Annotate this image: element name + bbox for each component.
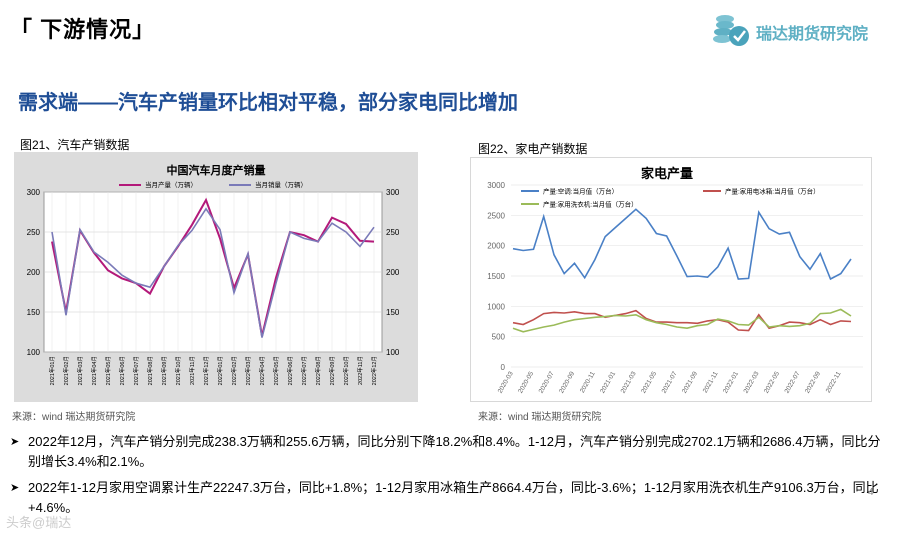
x-tick-label: 2022年11月: [356, 356, 364, 385]
series-line: [51, 207, 375, 338]
x-tick-label: 2020-03: [497, 370, 515, 394]
x-tick-label: 2020-05: [517, 370, 535, 394]
section-title: 「 下游情况」: [10, 17, 156, 42]
x-tick-label: 2020-11: [579, 370, 597, 394]
car-production-chart: 中国汽车月度产销量 100 150 200 250 300 100 150 200 250 300 2…: [27, 163, 400, 385]
x-tick-label: 2021年01月: [48, 356, 56, 385]
watermark: 头条@瑞达: [6, 515, 72, 530]
x-tick-label: 2021-05: [640, 370, 658, 394]
figure21-source: 来源：wind 瑞达期货研究院: [12, 412, 136, 423]
x-tick-label: 2022年12月: [370, 356, 378, 385]
x-tick-label: 2021年04月: [90, 356, 98, 385]
arrow-bullet-icon: ➤: [10, 482, 20, 494]
x-tick-label: 2022年09月: [328, 356, 336, 385]
legend-label: 产量:家用洗衣机:当月值（万台）: [543, 200, 638, 209]
x-tick-label: 2021-03: [620, 370, 638, 394]
x-tick-label: 2020-09: [558, 370, 576, 394]
y-tick-label: 200: [27, 268, 41, 277]
y-tick-label: 3000: [487, 181, 505, 190]
x-tick-label: 2021-01: [599, 370, 617, 394]
x-tick-label: 2022-11: [825, 370, 843, 394]
page-number: 4: [868, 487, 874, 498]
x-tick-label: 2022-05: [763, 370, 781, 394]
y2-tick-label: 150: [386, 308, 400, 317]
y-tick-label: 500: [492, 333, 506, 342]
bullet-text: 2022年12月，汽车产销分别完成238.3万辆和255.6万辆，同比分别下降1…: [28, 434, 881, 469]
x-tick-label: 2021-09: [681, 370, 699, 394]
coins-check-icon: [713, 15, 749, 46]
y-tick-label: 1000: [487, 302, 505, 311]
x-tick-label: 2022年03月: [244, 356, 252, 385]
x-tick-label: 2021年10月: [174, 356, 182, 385]
slide-subtitle: 需求端——汽车产销量环比相对平稳，部分家电同比增加: [18, 92, 518, 114]
figure21-panel: 中国汽车月度产销量 100 150 200 250 300 100 150 200 250 300 2…: [14, 152, 418, 402]
x-tick-label: 2022年04月: [258, 356, 266, 385]
x-tick-label: 2022年10月: [342, 356, 350, 385]
series-line: [512, 309, 852, 332]
y-tick-label: 300: [27, 188, 41, 197]
x-tick-label: 2022-07: [784, 370, 802, 394]
y2-tick-label: 100: [386, 348, 400, 357]
x-tick-label: 2022年02月: [230, 356, 238, 385]
x-tick-label: 2022-01: [722, 370, 740, 394]
figure21-caption: 图21、汽车产销数据: [20, 138, 130, 152]
summary-bullets: ➤ 2022年12月，汽车产销分别完成238.3万辆和255.6万辆，同比分别下…: [10, 432, 890, 518]
series-line: [512, 308, 852, 333]
x-tick-label: 2021年02月: [62, 356, 70, 385]
x-tick-label: 2021年11月: [188, 356, 196, 385]
figure22-caption: 图22、家电产销数据: [478, 142, 588, 156]
x-tick-label: 2022年06月: [286, 356, 294, 385]
y2-tick-label: 300: [386, 188, 400, 197]
x-tick-label: 2021-07: [661, 370, 679, 394]
x-tick-label: 2021年08月: [146, 356, 154, 385]
x-tick-label: 2022-03: [743, 370, 761, 394]
company-logo: 瑞达期货研究院: [712, 10, 887, 50]
x-tick-label: 2022年05月: [272, 356, 280, 385]
y-tick-label: 250: [27, 228, 41, 237]
x-tick-label: 2021年05月: [104, 356, 112, 385]
x-tick-label: 2021年12月: [202, 356, 210, 385]
y-tick-label: 0: [501, 363, 506, 372]
legend-label: 产量:空调:当月值（万台）: [543, 187, 618, 196]
legend-label: 当月产量（万辆）: [145, 180, 197, 189]
x-tick-label: 2022-09: [804, 370, 822, 394]
y-tick-label: 150: [27, 308, 41, 317]
chart-title: 中国汽车月度产销量: [167, 163, 266, 177]
figure22-source: 来源：wind 瑞达期货研究院: [478, 412, 602, 423]
y-tick-label: 2000: [487, 242, 505, 251]
y-tick-label: 1500: [487, 272, 505, 281]
bullet-item: ➤ 2022年12月，汽车产销分别完成238.3万辆和255.6万辆，同比分别下…: [10, 432, 890, 472]
x-tick-label: 2021年07月: [132, 356, 140, 385]
bullet-text: 2022年1-12月家用空调累计生产22247.3万台，同比+1.8%；1-12…: [28, 480, 879, 515]
logo-text: 瑞达期货研究院: [756, 26, 869, 43]
y-tick-label: 2500: [487, 211, 505, 220]
x-tick-label: 2021年06月: [118, 356, 126, 385]
y2-tick-label: 200: [386, 268, 400, 277]
series-line: [512, 208, 852, 281]
x-tick-label: 2022年08月: [314, 356, 322, 385]
figure22-panel: 家电产量 0 500 1000 1500 2000 2500 3000 2020-03 2020-…: [470, 157, 872, 402]
x-tick-label: 2020-07: [538, 370, 556, 394]
x-tick-label: 2022年01月: [216, 356, 224, 385]
y2-tick-label: 250: [386, 228, 400, 237]
bullet-item: ➤ 2022年1-12月家用空调累计生产22247.3万台，同比+1.8%；1-…: [10, 478, 890, 518]
y-tick-label: 100: [27, 348, 41, 357]
x-tick-label: 2021-11: [702, 370, 720, 394]
x-tick-label: 2021年03月: [76, 356, 84, 385]
x-tick-label: 2022年07月: [300, 356, 308, 385]
arrow-bullet-icon: ➤: [10, 436, 20, 448]
legend-label: 当月销量（万辆）: [255, 180, 307, 189]
legend-label: 产量:家用电冰箱:当月值（万台）: [725, 187, 820, 196]
x-tick-label: 2021年09月: [160, 356, 168, 385]
chart-title: 家电产量: [641, 166, 693, 181]
